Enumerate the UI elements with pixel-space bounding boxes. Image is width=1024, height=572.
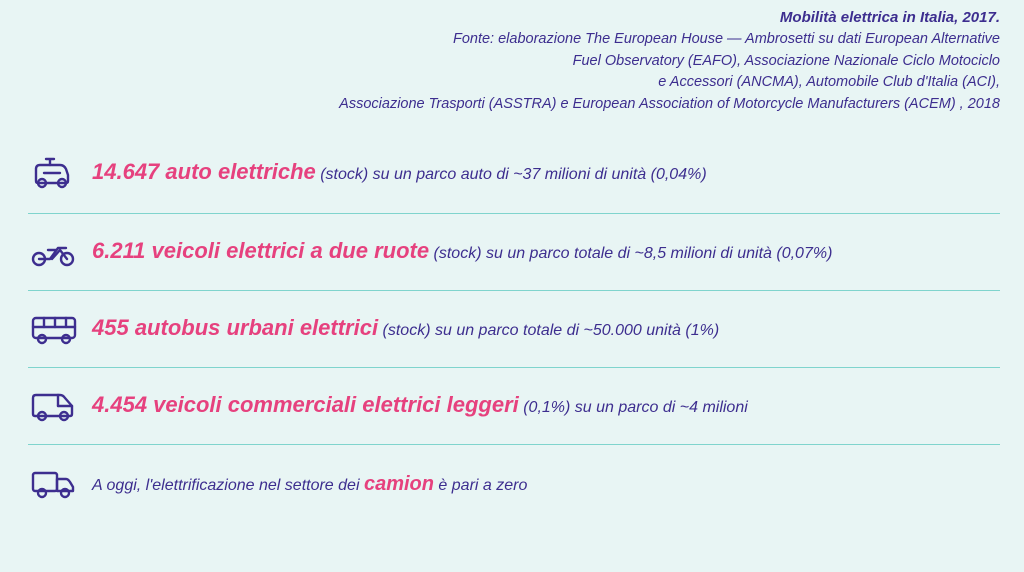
stat-text: 4.454 veicoli commerciali elettrici legg… [92, 391, 1000, 420]
stat-trail: è pari a zero [434, 477, 527, 494]
stat-highlight: 455 autobus urbani elettrici [92, 315, 378, 340]
header-source-line: e Accessori (ANCMA), Automobile Club d'I… [658, 74, 1000, 90]
list-item: 14.647 auto elettriche (stock) su un par… [28, 133, 1000, 214]
header-block: Mobilità elettrica in Italia, 2017. Font… [0, 0, 1024, 127]
stat-lead: A oggi, l'elettrificazione nel settore d… [92, 477, 364, 494]
bus-icon [28, 313, 92, 345]
list-item: A oggi, l'elettrificazione nel settore d… [28, 445, 1000, 523]
stat-text: A oggi, l'elettrificazione nel settore d… [92, 471, 1000, 497]
stats-list: 14.647 auto elettriche (stock) su un par… [0, 127, 1024, 523]
list-item: 455 autobus urbani elettrici (stock) su … [28, 291, 1000, 368]
header-title: Mobilità elettrica in Italia, 2017. [40, 8, 1000, 28]
stat-trail: (stock) su un parco auto di ~37 milioni … [316, 166, 707, 183]
stat-text: 6.211 veicoli elettrici a due ruote (sto… [92, 237, 1000, 266]
stat-trail: (stock) su un parco totale di ~50.000 un… [378, 322, 719, 339]
stat-text: 14.647 auto elettriche (stock) su un par… [92, 158, 1000, 187]
motorcycle-icon [28, 236, 92, 268]
header-source-line: Associazione Trasporti (ASSTRA) e Europe… [339, 96, 1000, 112]
stat-trail: (stock) su un parco totale di ~8,5 milio… [429, 245, 832, 262]
stat-text: 455 autobus urbani elettrici (stock) su … [92, 314, 1000, 343]
stat-trail: (0,1%) su un parco di ~4 milioni [519, 399, 748, 416]
stat-highlight: 4.454 veicoli commerciali elettrici legg… [92, 392, 519, 417]
list-item: 4.454 veicoli commerciali elettrici legg… [28, 368, 1000, 445]
stat-highlight: 6.211 veicoli elettrici a due ruote [92, 238, 429, 263]
stat-highlight: camion [364, 473, 434, 495]
car-icon [28, 155, 92, 191]
header-source-line: Fonte: elaborazione The European House —… [453, 31, 1000, 47]
stat-highlight: 14.647 auto elettriche [92, 159, 316, 184]
truck-icon [28, 467, 92, 501]
van-icon [28, 390, 92, 422]
header-source-line: Fuel Observatory (EAFO), Associazione Na… [573, 53, 1000, 69]
list-item: 6.211 veicoli elettrici a due ruote (sto… [28, 214, 1000, 291]
